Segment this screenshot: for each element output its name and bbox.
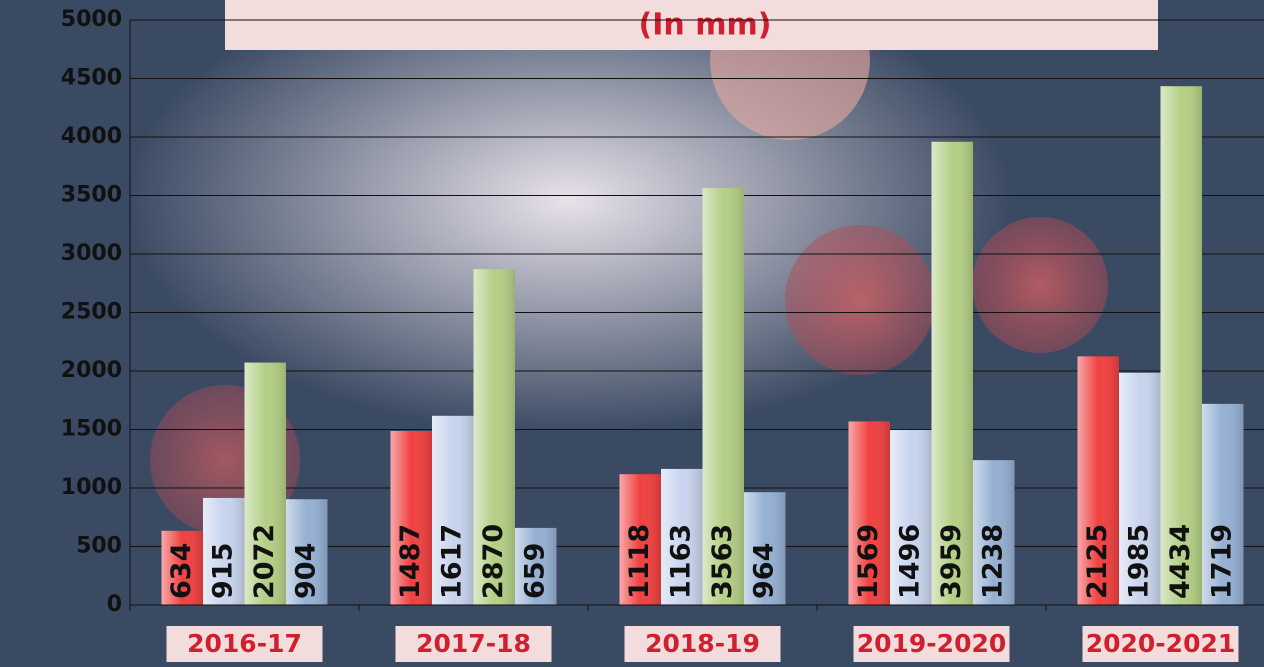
bokeh bbox=[972, 217, 1108, 353]
chart-title: (In mm) bbox=[639, 8, 772, 43]
y-tick-label: 3000 bbox=[61, 241, 122, 266]
value-label: 634 bbox=[166, 543, 197, 599]
bokeh bbox=[785, 225, 935, 375]
value-label: 1985 bbox=[1123, 524, 1154, 599]
value-label: 1496 bbox=[894, 524, 925, 599]
y-tick-label: 4000 bbox=[61, 124, 122, 149]
y-tick-label: 2000 bbox=[61, 358, 122, 383]
y-tick-label: 3500 bbox=[61, 183, 122, 208]
value-label: 2072 bbox=[249, 524, 280, 599]
y-tick-label: 500 bbox=[76, 534, 122, 559]
value-label: 964 bbox=[748, 543, 779, 599]
y-tick-label: 1500 bbox=[61, 417, 122, 442]
value-label: 2870 bbox=[478, 524, 509, 599]
y-tick-label: 1000 bbox=[61, 475, 122, 500]
value-label: 659 bbox=[519, 543, 550, 599]
x-tick-label: 2018-19 bbox=[645, 629, 760, 658]
y-tick-label: 4500 bbox=[61, 66, 122, 91]
value-label: 2125 bbox=[1082, 524, 1113, 599]
x-tick-label: 2020-2021 bbox=[1086, 629, 1236, 658]
value-label: 4434 bbox=[1165, 524, 1196, 599]
value-label: 904 bbox=[290, 543, 321, 599]
value-label: 1163 bbox=[665, 524, 696, 599]
value-label: 3959 bbox=[936, 524, 967, 599]
value-label: 1118 bbox=[624, 524, 655, 599]
x-tick-label: 2016-17 bbox=[187, 629, 302, 658]
y-tick-label: 0 bbox=[107, 592, 122, 617]
x-tick-label: 2017-18 bbox=[416, 629, 531, 658]
value-label: 1238 bbox=[977, 524, 1008, 599]
chart: (In mm) 0 500 1000 1500 2000 2500 3000 3500 4000… bbox=[0, 0, 1264, 667]
value-label: 1487 bbox=[395, 524, 426, 599]
value-label: 1617 bbox=[436, 524, 467, 599]
y-tick-label: 5000 bbox=[61, 7, 122, 32]
x-tick-label: 2019-2020 bbox=[857, 629, 1007, 658]
value-label: 3563 bbox=[707, 524, 738, 599]
value-label: 1569 bbox=[853, 524, 884, 599]
value-label: 1719 bbox=[1206, 524, 1237, 599]
value-label: 915 bbox=[207, 543, 238, 599]
y-tick-label: 2500 bbox=[61, 300, 122, 325]
